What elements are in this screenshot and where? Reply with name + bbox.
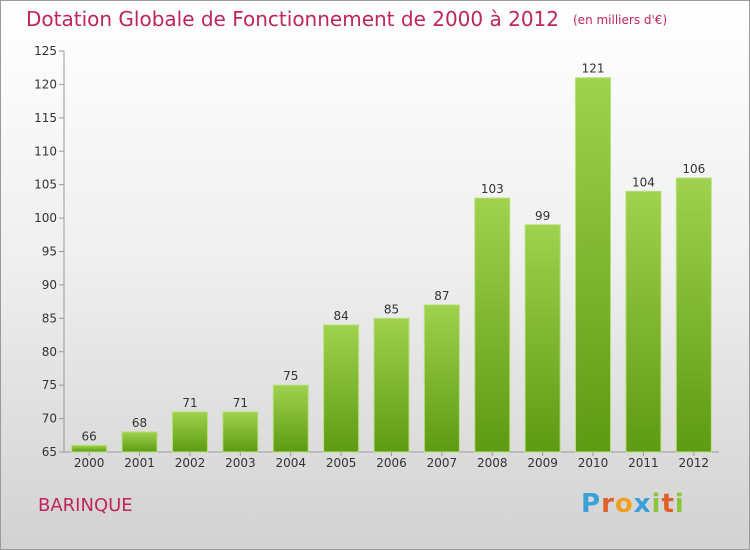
x-tick-label: 2010	[578, 456, 609, 470]
place-name: BARINQUE	[38, 495, 133, 516]
logo-letter: r	[601, 489, 615, 519]
bar	[272, 384, 309, 453]
bar-value-label: 66	[82, 429, 97, 443]
data-labels: 66 68 71 71 75 84 85 87 103 99 121 104 106	[82, 62, 706, 444]
x-tick-label: 2003	[225, 456, 256, 470]
bar-value-label: 84	[333, 309, 348, 323]
bar	[323, 324, 360, 453]
bar	[423, 304, 460, 453]
x-tick-label: 2002	[175, 456, 206, 470]
x-tick-label: 2007	[427, 456, 458, 470]
y-tick-label: 100	[34, 211, 57, 225]
bar	[222, 411, 259, 453]
bar	[373, 317, 410, 453]
bar-value-label: 106	[682, 162, 705, 176]
bar-value-label: 68	[132, 416, 147, 430]
bar-value-label: 87	[434, 289, 449, 303]
x-tick-label: 2004	[275, 456, 306, 470]
logo-letter: o	[614, 489, 634, 519]
chart-title-text: Dotation Globale de Fonctionnement de 20…	[26, 7, 559, 31]
bar	[675, 177, 712, 453]
logo-letter: i	[651, 489, 662, 519]
y-tick-label: 125	[34, 44, 57, 58]
axes: 65 70 75 80 85 90 95 100 105 110 115 120 125 2000 2001…	[34, 44, 719, 470]
chart-unit: (en milliers d'€)	[573, 13, 668, 27]
bar-value-label: 71	[233, 396, 248, 410]
bar	[474, 197, 511, 453]
bar-value-label: 103	[481, 182, 504, 196]
y-tick-label: 90	[42, 278, 57, 292]
x-tick-label: 2005	[326, 456, 357, 470]
bar-value-label: 71	[182, 396, 197, 410]
x-tick-label: 2001	[124, 456, 155, 470]
x-tick-label: 2011	[628, 456, 659, 470]
bar-value-label: 99	[535, 209, 550, 223]
y-tick-label: 65	[42, 445, 57, 459]
bar-value-label: 75	[283, 369, 298, 383]
x-tick-label: 2008	[477, 456, 508, 470]
x-tick-label: 2000	[74, 456, 105, 470]
y-tick-label: 70	[42, 412, 57, 426]
x-tick-label: 2009	[527, 456, 558, 470]
bar-value-label: 85	[384, 302, 399, 316]
x-tick-label: 2012	[679, 456, 710, 470]
bar	[71, 444, 108, 453]
logo-letter: i	[674, 489, 685, 519]
bar	[625, 190, 662, 453]
bars	[71, 77, 712, 453]
bar-value-label: 104	[632, 175, 655, 189]
y-tick-label: 110	[34, 144, 57, 158]
logo-letter: P	[581, 489, 602, 519]
logo-letter: t	[661, 489, 675, 519]
y-tick-label: 115	[34, 111, 57, 125]
bar	[121, 431, 158, 453]
bar	[575, 77, 612, 453]
x-tick-label: 2006	[376, 456, 407, 470]
chart-title: Dotation Globale de Fonctionnement de 20…	[26, 7, 667, 31]
bar	[171, 411, 208, 453]
y-tick-label: 85	[42, 311, 57, 325]
y-tick-label: 105	[34, 178, 57, 192]
logo-letter: x	[633, 489, 652, 519]
y-tick-label: 120	[34, 77, 57, 91]
y-tick-label: 80	[42, 345, 57, 359]
y-tick-label: 75	[42, 378, 57, 392]
proxiti-logo: Proxiti	[581, 489, 685, 519]
bar	[524, 224, 561, 453]
bar-value-label: 121	[582, 62, 605, 76]
y-tick-label: 95	[42, 245, 57, 259]
